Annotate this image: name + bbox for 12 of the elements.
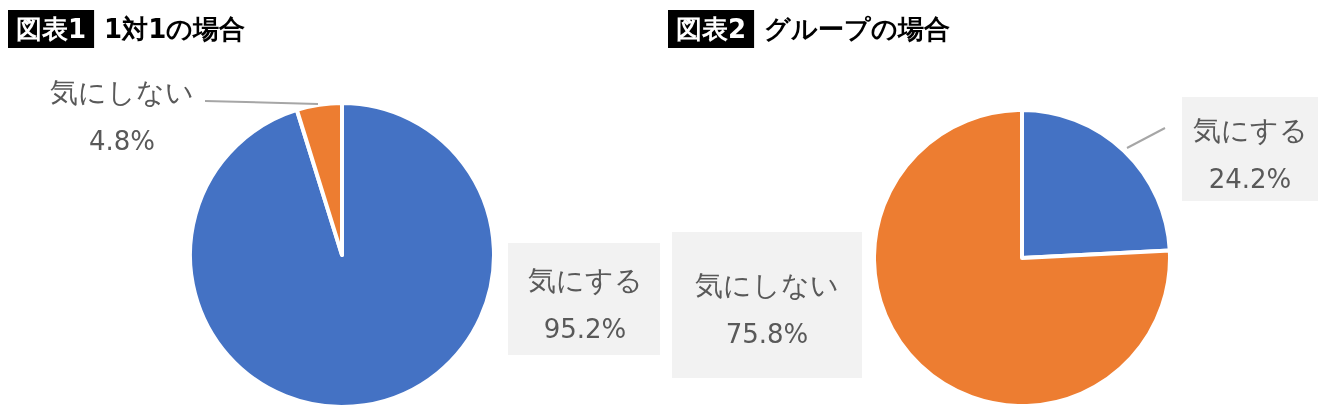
data-label: 75.8%: [725, 319, 809, 349]
data-label: 24.2%: [1208, 164, 1292, 194]
data-label: 4.8%: [88, 126, 156, 156]
slice-label: 気にする: [1192, 114, 1308, 147]
slice-label: 気にする: [527, 264, 643, 297]
chart-subtitle: 1対1の場合: [104, 14, 246, 44]
data-label: 95.2%: [543, 314, 627, 344]
slice-label: 気にしない: [50, 76, 194, 109]
chart-title: 図表1: [16, 14, 87, 44]
chart-title: 図表2: [676, 14, 747, 44]
chart-subtitle: グループの場合: [764, 14, 951, 44]
slice-label: 気にしない: [695, 269, 839, 302]
